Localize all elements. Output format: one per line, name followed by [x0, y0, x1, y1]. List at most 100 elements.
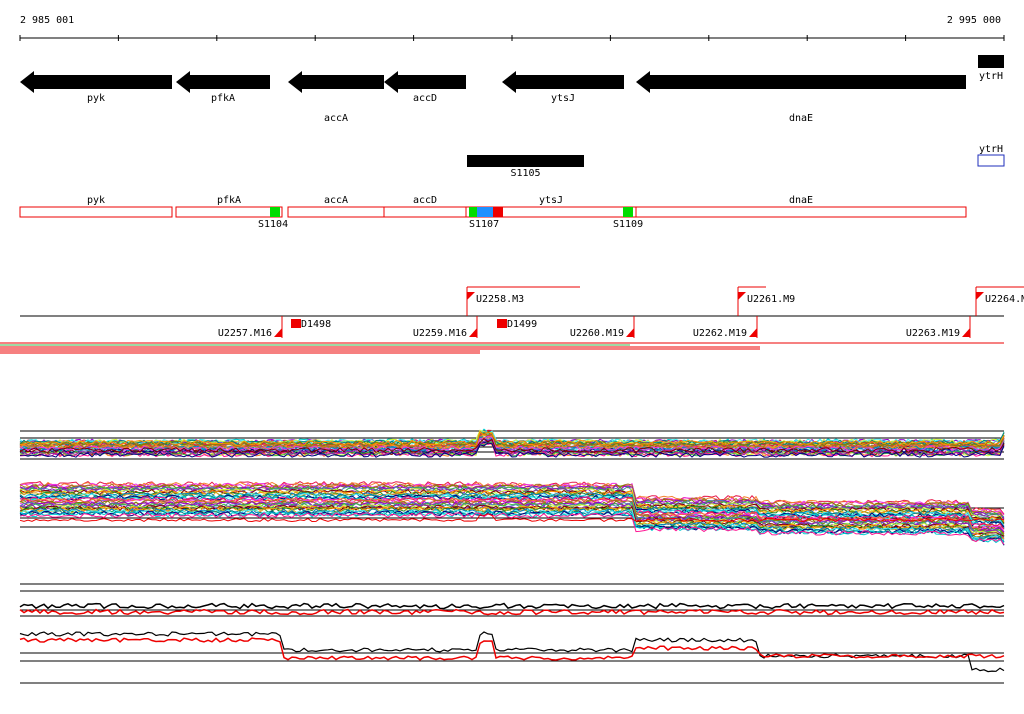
segments-track[interactable]: U2258.M3 U2261.M9 U2264.M U2257.M16 U2259.M1…: [0, 286, 1024, 354]
gene-arrow[interactable]: [288, 71, 384, 93]
feature-ytrH-outline[interactable]: ytrH: [977, 144, 1005, 167]
transcript-dnaE[interactable]: dnaE: [635, 195, 967, 218]
feature-S1105[interactable]: S1105: [467, 155, 584, 179]
boundary-box[interactable]: [493, 207, 503, 217]
transcript-box[interactable]: [383, 206, 467, 218]
feature-label: ytrH: [979, 144, 1003, 155]
marker-box[interactable]: [497, 319, 507, 328]
gene-label: ytrH: [979, 71, 1003, 82]
segment-U2257.M16[interactable]: U2257.M16: [218, 316, 283, 339]
expression-trace: [19, 513, 1005, 523]
boundary-box[interactable]: [469, 207, 479, 217]
gene-label: accD: [413, 93, 437, 104]
feature-outline-box[interactable]: [977, 154, 1005, 167]
boundary-label: S1109: [613, 219, 643, 230]
transcript-label: accD: [413, 195, 437, 206]
boundary-box[interactable]: [477, 207, 487, 217]
expression-trace: [19, 503, 1005, 539]
gene-arrow[interactable]: [384, 71, 466, 93]
ruler-start-label: 2 985 001: [20, 15, 74, 26]
segment-label: U2258.M3: [476, 294, 524, 305]
transcripts-track[interactable]: pyk pfkA accA accD ytsJ dnaE S1104 S1107 S1109: [19, 195, 967, 230]
gene-label: ytsJ: [551, 93, 575, 104]
gene-label: dnaE: [789, 113, 813, 124]
s-feature-track[interactable]: S1105 ytrH: [467, 144, 1005, 179]
gene-arrow[interactable]: [502, 71, 624, 93]
boundary-S1109[interactable]: S1109: [613, 207, 643, 230]
expression-trace: [19, 509, 1005, 546]
boundary-box[interactable]: [623, 207, 633, 217]
expression-trace: [19, 430, 1005, 447]
expression-trace: [19, 511, 1005, 544]
transcript-label: pyk: [87, 195, 105, 206]
expression-profile-lower: [19, 583, 1005, 684]
transcript-box[interactable]: [19, 206, 173, 218]
gene-arrow[interactable]: [636, 71, 966, 93]
gene-accA[interactable]: accA: [288, 71, 384, 124]
feature-label: S1105: [510, 168, 540, 179]
expression-trace: [19, 438, 1005, 454]
boundary-S1104[interactable]: S1104: [258, 207, 288, 230]
expression-trace: [19, 608, 1005, 616]
gene-label: accA: [324, 113, 348, 124]
transcript-label: ytsJ: [539, 195, 563, 206]
transcript-box[interactable]: [635, 206, 967, 218]
gene-arrow[interactable]: [978, 55, 1004, 68]
gene-dnaE[interactable]: dnaE: [636, 71, 966, 124]
segment-U2258.M3[interactable]: U2258.M3: [466, 286, 580, 316]
segment-U2262.M19[interactable]: U2262.M19: [693, 316, 758, 339]
genes-track[interactable]: pyk pfkA accA accD ytsJ dnaE ytrH: [20, 55, 1004, 124]
segment-U2264.M[interactable]: U2264.M: [975, 286, 1024, 316]
segment-label: U2262.M19: [693, 328, 747, 339]
segment-U2260.M19[interactable]: U2260.M19: [570, 316, 635, 339]
expression-trace: [19, 602, 1005, 610]
gene-pfkA[interactable]: pfkA: [176, 71, 270, 104]
marker-D1498[interactable]: D1498: [291, 319, 331, 330]
boundary-S1107[interactable]: S1107: [469, 207, 503, 230]
segment-flag: [274, 328, 282, 337]
expression-trace: [19, 492, 1005, 527]
gene-arrow[interactable]: [176, 71, 270, 93]
transcript-label: pfkA: [217, 195, 241, 206]
ruler-ticks: [19, 35, 1005, 41]
gene-label: pfkA: [211, 93, 235, 104]
segment-label: U2264.M: [985, 294, 1024, 305]
gene-accD[interactable]: accD: [384, 71, 466, 104]
transcript-box[interactable]: [175, 206, 283, 218]
coordinate-ruler: 2 985 001 2 995 000: [19, 15, 1005, 41]
transcript-pfkA[interactable]: pfkA: [175, 195, 283, 218]
gene-ytsJ[interactable]: ytsJ: [502, 71, 624, 104]
gene-label: pyk: [87, 93, 105, 104]
marker-D1499[interactable]: D1499: [497, 319, 537, 330]
transcript-label: dnaE: [789, 195, 813, 206]
segment-U2259.M16[interactable]: U2259.M16: [413, 316, 478, 339]
transcript-accD[interactable]: accD: [383, 195, 467, 218]
feature-bar[interactable]: [467, 155, 584, 167]
segment-flag: [749, 328, 757, 337]
gene-pyk[interactable]: pyk: [20, 71, 172, 104]
segment-label: U2263.M19: [906, 328, 960, 339]
transcript-accA[interactable]: accA: [287, 195, 385, 218]
expression-trace: [19, 490, 1005, 525]
segment-flag: [626, 328, 634, 337]
expression-trace: [19, 500, 1005, 534]
transcript-pyk[interactable]: pyk: [19, 195, 173, 218]
gene-ytrH[interactable]: ytrH: [978, 55, 1004, 82]
expression-trace: [19, 496, 1005, 530]
segment-flag: [467, 292, 475, 300]
segment-flag: [469, 328, 477, 337]
segment-U2261.M9[interactable]: U2261.M9: [737, 286, 795, 316]
segment-label: U2257.M16: [218, 328, 272, 339]
transcript-box[interactable]: [287, 206, 385, 218]
marker-label: D1499: [507, 319, 537, 330]
expression-trace: [19, 483, 1005, 520]
boundary-box[interactable]: [485, 207, 495, 217]
segment-U2263.M19[interactable]: U2263.M19: [906, 316, 971, 339]
marker-box[interactable]: [291, 319, 301, 328]
boundary-box[interactable]: [270, 207, 280, 217]
gene-arrow[interactable]: [20, 71, 172, 93]
expression-trace: [19, 442, 1005, 458]
expression-trace: [19, 481, 1005, 516]
expression-trace: [19, 441, 1005, 456]
